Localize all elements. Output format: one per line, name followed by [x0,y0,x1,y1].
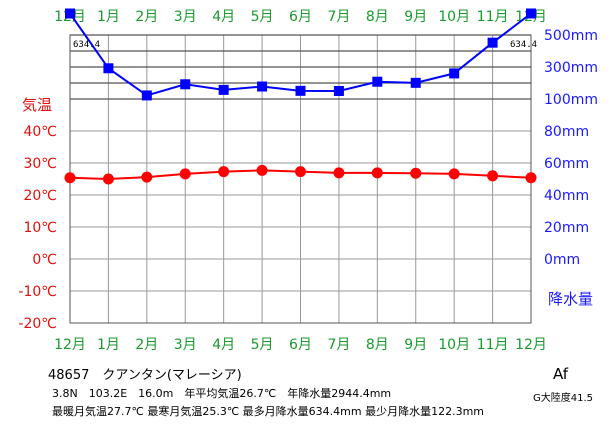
month-label-bottom: 12月 [54,337,86,353]
temperature-tick-label: 30℃ [23,156,57,172]
temperature-axis-title: 気温 [22,96,52,114]
precipitation-point [65,8,75,19]
temperature-point [525,172,537,184]
temperature-point [371,167,383,179]
month-label-top: 9月 [404,9,427,25]
temperature-point [102,173,114,185]
month-label-top: 1月 [97,9,120,25]
temperature-point [487,170,499,182]
temperature-tick-label: -10℃ [18,284,57,300]
month-label-bottom: 1月 [97,337,120,353]
month-label-bottom: 11月 [477,337,509,353]
temperature-tick-label: 10℃ [23,220,57,236]
continentality-index: G大陸度41.5 [533,393,594,404]
station-info-line-2: 最暖月気温27.7℃ 最寒月気温25.3℃ 最多月降水量634.4mm 最少月降… [52,405,485,418]
precipitation-point [257,81,268,92]
station-name: 48657 クアンタン(マレーシア) [48,368,242,383]
precipitation-point [141,90,152,101]
month-label-top: 6月 [289,9,312,25]
month-label-top: 4月 [212,9,235,25]
precipitation-series [65,8,536,101]
temperature-tick-label: -20℃ [18,316,57,332]
precipitation-tick-label: 0mm [544,252,580,268]
temperature-point [141,171,153,183]
temperature-point [448,168,460,180]
temperature-point [179,168,191,180]
temperature-point [295,166,306,178]
precipitation-point [449,68,460,79]
precipitation-point [487,37,498,48]
temperature-ticks: 40℃ 30℃ 20℃ 10℃ 0℃ -10℃ -20℃ [18,124,57,332]
chart-grid [69,34,532,324]
precipitation-point [372,76,383,87]
month-label-bottom: 9月 [404,337,427,353]
precip-value-label-left: 634.4 [73,40,100,50]
month-label-bottom: 10月 [438,337,470,353]
precipitation-tick-label: 20mm [544,220,589,236]
month-label-top: 3月 [174,9,197,25]
month-label-top: 8月 [366,9,389,25]
precipitation-point [333,86,344,96]
temperature-point [64,172,76,184]
month-label-top: 5月 [251,9,274,25]
month-label-bottom: 6月 [289,337,312,353]
climate-classification: Af [553,365,569,383]
temperature-tick-label: 40℃ [23,124,57,140]
precipitation-ticks: 500mm 300mm 100mm 80mm 60mm 40mm 20mm 0mm [544,28,598,268]
month-label-bottom: 4月 [212,337,235,353]
precipitation-point [526,8,536,19]
precipitation-tick-label: 40mm [544,188,589,204]
temperature-series [64,164,537,185]
precip-value-label-right: 634.4 [510,40,537,50]
precipitation-tick-label: 60mm [544,156,589,172]
month-label-top: 11月 [477,9,509,25]
month-label-top: 2月 [135,9,158,25]
temperature-point [333,167,345,179]
precipitation-point [410,77,421,88]
precipitation-point [295,85,306,96]
precipitation-tick-label: 500mm [544,28,598,44]
precipitation-tick-label: 80mm [544,124,589,140]
temperature-tick-label: 20℃ [23,188,57,204]
temperature-point [218,166,230,178]
precipitation-point [103,63,114,74]
precipitation-axis-title: 降水量 [548,290,593,308]
precipitation-point [218,84,229,95]
bottom-month-labels: 12月 1月 2月 3月 4月 5月 6月 7月 8月 9月 10月 11月 12月 [54,337,547,353]
month-label-top: 10月 [438,9,470,25]
month-label-bottom: 2月 [135,337,158,353]
month-label-bottom: 3月 [174,337,197,353]
temperature-tick-label: 0℃ [32,252,57,268]
month-label-bottom: 7月 [327,337,350,353]
month-label-bottom: 12月 [515,337,547,353]
precipitation-tick-label: 100mm [544,92,598,108]
precipitation-point [180,79,191,90]
month-label-bottom: 8月 [366,337,389,353]
month-label-bottom: 5月 [251,337,274,353]
precipitation-tick-label: 300mm [544,60,598,76]
station-info-line-1: 3.8N 103.2E 16.0m 年平均気温26.7℃ 年降水量2944.4m… [52,387,392,400]
temperature-point [410,167,422,179]
temperature-point [256,164,268,176]
month-label-top: 7月 [327,9,350,25]
